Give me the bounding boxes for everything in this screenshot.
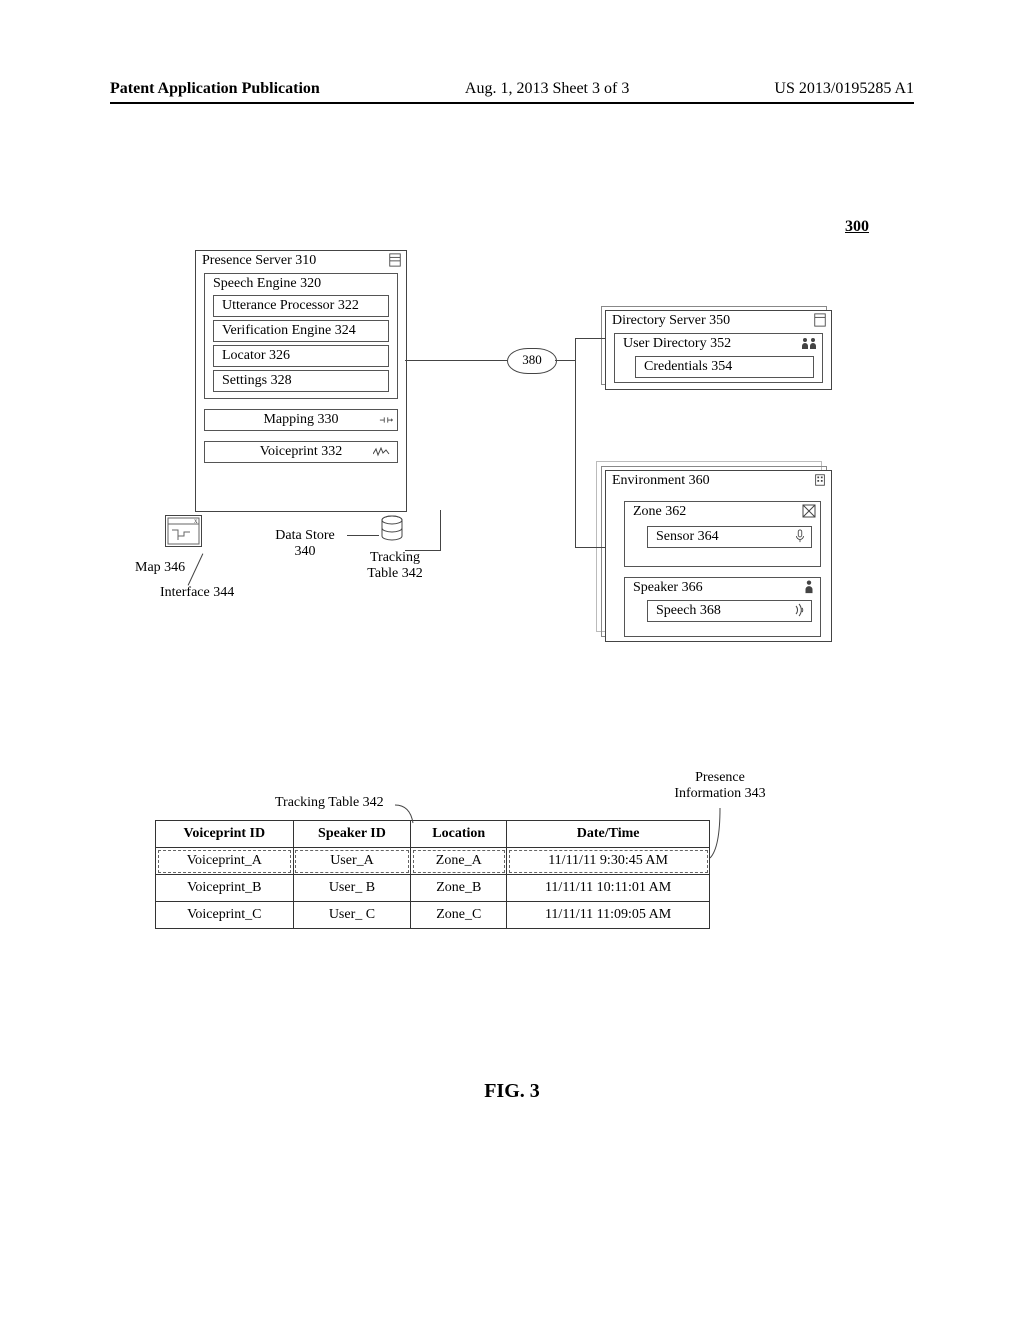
col-datetime: Date/Time <box>507 821 710 848</box>
datastore-pointer <box>347 535 379 536</box>
line-ps-cloud <box>405 360 507 361</box>
page-header: Patent Application Publication Aug. 1, 2… <box>110 80 914 98</box>
header-right: US 2013/0195285 A1 <box>774 80 914 98</box>
header-left: Patent Application Publication <box>110 80 320 98</box>
voiceprint-icon <box>373 445 393 459</box>
header-center: Aug. 1, 2013 Sheet 3 of 3 <box>465 80 629 98</box>
users-icon <box>800 336 818 350</box>
directory-server-label: Directory Server 350 <box>606 311 831 331</box>
presence-pointer <box>710 808 730 863</box>
mapping-box: Mapping 330 <box>204 409 398 431</box>
table-row: Voiceprint_A User_A Zone_A 11/11/11 9:30… <box>156 848 710 875</box>
credentials-box: Credentials 354 <box>635 356 814 378</box>
speech-box: Speech 368 <box>647 600 812 622</box>
speech-icon <box>793 603 807 617</box>
tracking-table-area: Tracking Table 342 Presence Information … <box>155 770 765 929</box>
presence-server-label: Presence Server 310 <box>196 251 406 271</box>
settings-box: Settings 328 <box>213 370 389 392</box>
locator-box: Locator 326 <box>213 345 389 367</box>
interface-pointer <box>188 553 204 585</box>
microphone-icon <box>793 529 807 543</box>
header-rule <box>110 102 914 104</box>
line-vert <box>575 338 576 548</box>
speech-engine-label: Speech Engine 320 <box>213 276 389 292</box>
data-store-label: Data Store 340 <box>265 528 345 560</box>
verification-box: Verification Engine 324 <box>213 320 389 342</box>
presence-server-box: Presence Server 310 Speech Engine 320 Ut… <box>195 250 407 512</box>
line-ds-h <box>405 550 441 551</box>
table-title-pointer <box>395 800 425 825</box>
server-icon <box>813 313 827 327</box>
environment-box: Environment 360 Zone 362 Sensor 364 Spea… <box>605 470 832 642</box>
building-icon <box>813 473 827 487</box>
line-ps-ds <box>440 510 441 550</box>
interface-label: Interface 344 <box>160 585 234 601</box>
line-cloud-right <box>555 360 575 361</box>
table-row: Voiceprint_C User_ C Zone_C 11/11/11 11:… <box>156 902 710 929</box>
col-speaker: Speaker ID <box>293 821 411 848</box>
map-icon-box: x <box>165 515 202 547</box>
figure-number: 300 <box>845 218 869 236</box>
figure-caption: FIG. 3 <box>0 1080 1024 1103</box>
voiceprint-box: Voiceprint 332 <box>204 441 398 463</box>
tracking-table-label: Tracking Table 342 <box>360 550 430 582</box>
zone-icon <box>802 504 816 518</box>
presence-info-label: Presence Information 343 <box>670 770 770 802</box>
speech-engine-box: Speech Engine 320 Utterance Processor 32… <box>204 273 398 399</box>
table-header-row: Voiceprint ID Speaker ID Location Date/T… <box>156 821 710 848</box>
col-voiceprint: Voiceprint ID <box>156 821 294 848</box>
database-icon <box>380 515 404 543</box>
line-to-dir <box>575 338 605 339</box>
mapping-icon <box>379 413 393 427</box>
sensor-box: Sensor 364 <box>647 526 812 548</box>
utterance-box: Utterance Processor 322 <box>213 295 389 317</box>
person-icon <box>802 580 816 594</box>
directory-server-box: Directory Server 350 User Directory 352 … <box>605 310 832 390</box>
user-directory-box: User Directory 352 Credentials 354 <box>614 333 823 383</box>
network-cloud: 380 <box>507 348 557 374</box>
map-label: Map 346 <box>135 560 185 576</box>
environment-label: Environment 360 <box>606 471 831 491</box>
tracking-table-title: Tracking Table 342 <box>275 795 384 811</box>
map-icon: x <box>166 516 201 546</box>
server-icon <box>388 253 402 267</box>
col-location: Location <box>411 821 507 848</box>
svg-text:x: x <box>194 517 198 525</box>
line-to-env <box>575 547 605 548</box>
speaker-box: Speaker 366 Speech 368 <box>624 577 821 637</box>
tracking-table: Voiceprint ID Speaker ID Location Date/T… <box>155 820 710 929</box>
system-diagram: Presence Server 310 Speech Engine 320 Ut… <box>135 240 895 670</box>
table-row: Voiceprint_B User_ B Zone_B 11/11/11 10:… <box>156 875 710 902</box>
zone-box: Zone 362 Sensor 364 <box>624 501 821 567</box>
